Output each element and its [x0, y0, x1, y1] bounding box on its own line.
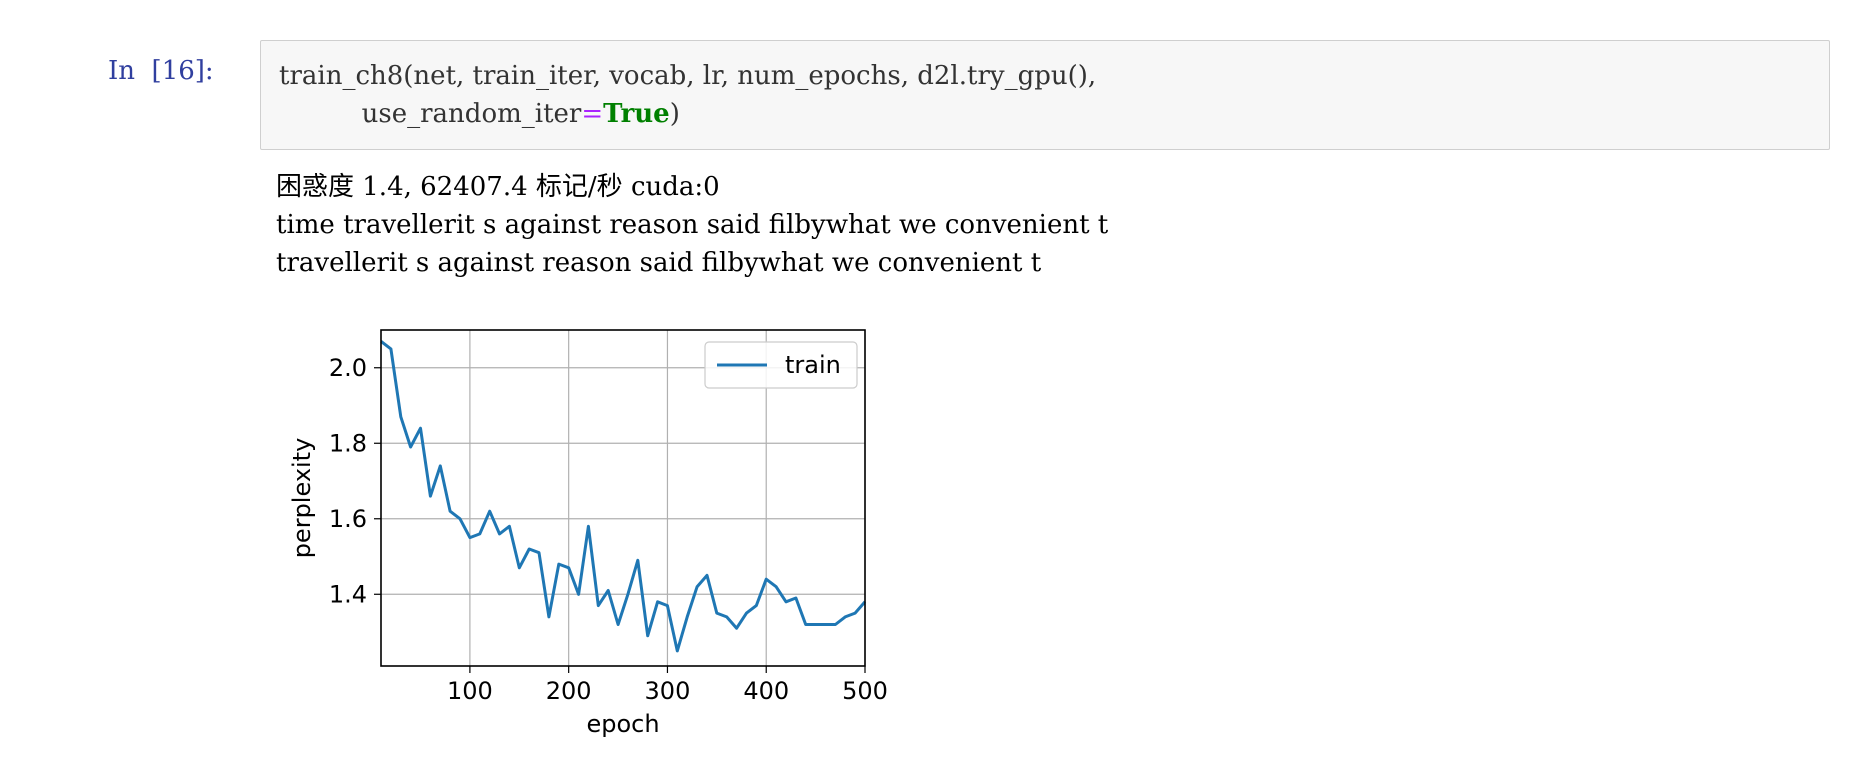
code-keyword-true: True	[603, 99, 670, 129]
series-line-train	[380, 340, 867, 653]
y-tick-label: 1.6	[329, 505, 367, 533]
output-line-perplexity: 困惑度 1.4, 62407.4 标记/秒 cuda:0	[276, 172, 720, 202]
chart-lines	[380, 340, 867, 653]
x-tick-label: 300	[645, 677, 691, 705]
y-tick-label: 1.8	[329, 429, 367, 457]
chart-frame	[380, 329, 866, 667]
x-tick-label: 500	[842, 677, 888, 705]
cell-output: 困惑度 1.4, 62407.4 标记/秒 cuda:0 time travel…	[276, 168, 1108, 282]
code-operator: =	[581, 99, 604, 129]
code-line-1: train_ch8(net, train_iter, vocab, lr, nu…	[279, 61, 1097, 91]
y-tick-label: 2.0	[329, 354, 367, 382]
code-line-2-args: use_random_iter	[279, 99, 582, 129]
y-axis-label: perplexity	[288, 438, 316, 559]
legend-box	[704, 341, 858, 389]
code-close-paren: )	[669, 99, 680, 129]
output-line-prediction-1: time travellerit s against reason said f…	[276, 210, 1109, 240]
chart-svg: 100 200 300 400 500 1.4 1.6 1.8 2.0 epoch perple…	[288, 329, 888, 738]
chart-ticks: 100 200 300 400 500 1.4 1.6 1.8 2.0	[329, 354, 888, 705]
output-line-prediction-2: travellerit s against reason said filbyw…	[276, 248, 1042, 278]
code-line-2: use_random_iter=True)	[279, 95, 680, 133]
perplexity-plot: 100 200 300 400 500 1.4 1.6 1.8 2.0 epoch perple…	[280, 318, 900, 762]
x-tick-label: 100	[447, 677, 493, 705]
legend-label-train: train	[785, 351, 841, 379]
x-tick-label: 200	[546, 677, 592, 705]
x-axis-label: epoch	[586, 710, 659, 738]
code-cell-editor[interactable]: train_ch8(net, train_iter, vocab, lr, nu…	[260, 40, 1830, 150]
chart-legend: train	[704, 341, 858, 389]
cell-prompt: In [16]:	[108, 56, 214, 86]
y-tick-label: 1.4	[329, 580, 367, 608]
x-tick-label: 400	[743, 677, 789, 705]
